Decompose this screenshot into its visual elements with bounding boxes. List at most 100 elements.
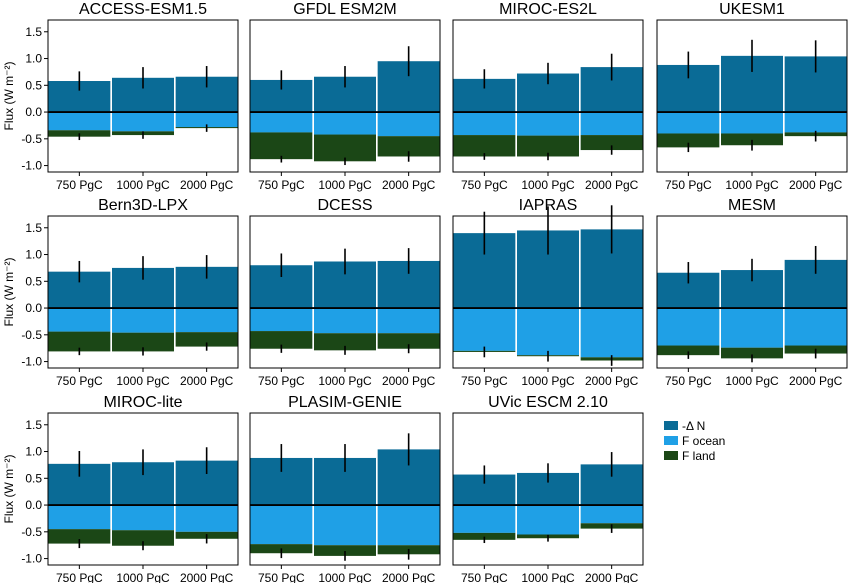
legend: -Δ N F ocean F land bbox=[664, 418, 725, 463]
y-axis-label-bern3d-lpx: Flux (W m⁻²) bbox=[2, 258, 16, 327]
legend-swatch-f-land bbox=[664, 451, 678, 460]
bar-f-ocean-ukesm1-1 bbox=[721, 112, 783, 134]
bar-f-ocean-dcess-1 bbox=[314, 308, 376, 334]
y-tick-label-miroc-lite-1: 1.0 bbox=[25, 445, 42, 459]
x-tick-label-iapras-1: 1000 PgC bbox=[521, 374, 575, 388]
bar-f-land-miroc-es2l-1 bbox=[517, 135, 579, 157]
legend-swatch-delta-n bbox=[664, 421, 678, 430]
y-tick-label-access-esm1-5-0: 1.5 bbox=[25, 25, 42, 39]
bar-f-ocean-gfdl-esm2m-2 bbox=[377, 112, 440, 137]
y-tick-label-bern3d-lpx-4: -0.5 bbox=[21, 328, 42, 342]
y-tick-label-access-esm1-5-2: 0.5 bbox=[25, 78, 42, 92]
bar-f-ocean-gfdl-esm2m-0 bbox=[250, 112, 313, 133]
bar-f-land-mesm-1 bbox=[721, 347, 783, 359]
legend-label-delta-n: -Δ N bbox=[682, 418, 706, 433]
x-tick-label-mesm-1: 1000 PgC bbox=[725, 374, 779, 388]
bar-f-land-gfdl-esm2m-2 bbox=[377, 136, 440, 157]
panel-title-ukesm1: UKESM1 bbox=[719, 1, 785, 18]
bar-f-land-bern3d-lpx-1 bbox=[112, 332, 174, 352]
panel-frame-bern3d-lpx bbox=[47, 215, 239, 369]
x-tick-label-miroc-es2l-0: 750 PgC bbox=[461, 178, 508, 192]
panel-frame-plasim-genie bbox=[249, 412, 441, 566]
x-tick-label-miroc-es2l-2: 2000 PgC bbox=[585, 178, 639, 192]
bar-f-land-plasim-genie-1 bbox=[314, 545, 376, 556]
bar-f-land-bern3d-lpx-0 bbox=[48, 331, 111, 352]
bar-f-ocean-miroc-lite-2 bbox=[175, 505, 238, 532]
bar-f-ocean-bern3d-lpx-0 bbox=[48, 308, 111, 332]
bar-f-land-miroc-es2l-2 bbox=[580, 135, 643, 151]
x-tick-label-bern3d-lpx-0: 750 PgC bbox=[56, 374, 103, 388]
bar-f-land-miroc-lite-0 bbox=[48, 529, 111, 544]
x-tick-label-uvic-escm-2-10-1: 1000 PgC bbox=[521, 571, 575, 583]
x-tick-label-miroc-lite-2: 2000 PgC bbox=[180, 571, 234, 583]
bar-f-ocean-bern3d-lpx-2 bbox=[175, 308, 238, 333]
x-tick-label-access-esm1-5-2: 2000 PgC bbox=[180, 178, 234, 192]
y-tick-label-miroc-lite-3: 0.0 bbox=[25, 498, 42, 512]
panel-frame-gfdl-esm2m bbox=[249, 19, 441, 173]
y-tick-label-miroc-lite-0: 1.5 bbox=[25, 418, 42, 432]
bar-f-land-dcess-1 bbox=[314, 333, 376, 351]
panel-frame-dcess bbox=[249, 215, 441, 369]
x-tick-label-gfdl-esm2m-0: 750 PgC bbox=[258, 178, 305, 192]
bar-f-ocean-miroc-es2l-0 bbox=[453, 112, 516, 136]
x-tick-label-access-esm1-5-1: 1000 PgC bbox=[116, 178, 170, 192]
x-tick-label-access-esm1-5-0: 750 PgC bbox=[56, 178, 103, 192]
bar-f-ocean-mesm-1 bbox=[721, 308, 783, 348]
bar-f-ocean-miroc-es2l-2 bbox=[580, 112, 643, 136]
bar-f-land-miroc-lite-1 bbox=[112, 530, 174, 546]
x-tick-label-miroc-lite-1: 1000 PgC bbox=[116, 571, 170, 583]
bar-f-ocean-bern3d-lpx-1 bbox=[112, 308, 174, 333]
bar-f-ocean-iapras-2 bbox=[580, 308, 643, 358]
bar-f-ocean-dcess-0 bbox=[250, 308, 313, 332]
bar-f-ocean-uvic-escm-2-10-1 bbox=[517, 505, 579, 535]
bar-f-land-ukesm1-0 bbox=[657, 133, 720, 148]
x-tick-label-plasim-genie-0: 750 PgC bbox=[258, 571, 305, 583]
x-tick-label-plasim-genie-1: 1000 PgC bbox=[318, 571, 372, 583]
bar-f-ocean-access-esm1-5-0 bbox=[48, 112, 111, 131]
bar-f-land-bern3d-lpx-2 bbox=[175, 332, 238, 347]
x-tick-label-dcess-1: 1000 PgC bbox=[318, 374, 372, 388]
panel-title-plasim-genie: PLASIM-GENIE bbox=[288, 394, 402, 411]
bar-f-ocean-plasim-genie-1 bbox=[314, 505, 376, 546]
bar-f-ocean-ukesm1-0 bbox=[657, 112, 720, 134]
x-tick-label-gfdl-esm2m-1: 1000 PgC bbox=[318, 178, 372, 192]
panel-frame-iapras bbox=[452, 215, 644, 369]
panel-frame-miroc-es2l bbox=[452, 19, 644, 173]
bar-f-ocean-gfdl-esm2m-1 bbox=[314, 112, 376, 135]
bar-f-ocean-dcess-2 bbox=[377, 308, 440, 334]
y-tick-label-bern3d-lpx-2: 0.5 bbox=[25, 274, 42, 288]
panel-frame-miroc-lite bbox=[47, 412, 239, 566]
x-tick-label-dcess-0: 750 PgC bbox=[258, 374, 305, 388]
panel-title-uvic-escm-2-10: UVic ESCM 2.10 bbox=[488, 394, 608, 411]
panel-title-dcess: DCESS bbox=[317, 197, 372, 214]
x-tick-label-uvic-escm-2-10-2: 2000 PgC bbox=[585, 571, 639, 583]
panel-frame-mesm bbox=[656, 215, 848, 369]
panel-title-miroc-lite: MIROC-lite bbox=[103, 394, 182, 411]
bar-f-ocean-plasim-genie-0 bbox=[250, 505, 313, 545]
panel-frame-access-esm1-5 bbox=[47, 19, 239, 173]
bar-f-ocean-access-esm1-5-1 bbox=[112, 112, 174, 132]
y-tick-label-bern3d-lpx-1: 1.0 bbox=[25, 248, 42, 262]
bar-f-ocean-miroc-es2l-1 bbox=[517, 112, 579, 136]
y-tick-label-miroc-lite-5: -1.0 bbox=[21, 552, 42, 566]
panel-title-access-esm1-5: ACCESS-ESM1.5 bbox=[79, 1, 207, 18]
bar-f-land-mesm-0 bbox=[657, 345, 720, 356]
panel-title-miroc-es2l: MIROC-ES2L bbox=[499, 1, 597, 18]
panel-title-mesm: MESM bbox=[728, 197, 776, 214]
bar-f-ocean-iapras-1 bbox=[517, 308, 579, 356]
x-tick-label-miroc-es2l-1: 1000 PgC bbox=[521, 178, 575, 192]
x-tick-label-ukesm1-1: 1000 PgC bbox=[725, 178, 779, 192]
bar-f-ocean-miroc-lite-0 bbox=[48, 505, 111, 530]
legend-item-f-land: F land bbox=[664, 448, 725, 463]
bar-f-land-dcess-2 bbox=[377, 333, 440, 349]
y-tick-label-bern3d-lpx-3: 0.0 bbox=[25, 301, 42, 315]
bar-f-ocean-iapras-0 bbox=[453, 308, 516, 351]
y-tick-label-access-esm1-5-1: 1.0 bbox=[25, 52, 42, 66]
bar-f-ocean-uvic-escm-2-10-2 bbox=[580, 505, 643, 524]
x-tick-label-ukesm1-0: 750 PgC bbox=[665, 178, 712, 192]
bar-f-land-gfdl-esm2m-1 bbox=[314, 134, 376, 162]
x-tick-label-miroc-lite-0: 750 PgC bbox=[56, 571, 103, 583]
y-axis-label-miroc-lite: Flux (W m⁻²) bbox=[2, 455, 16, 524]
legend-swatch-f-ocean bbox=[664, 436, 678, 445]
y-tick-label-miroc-lite-2: 0.5 bbox=[25, 471, 42, 485]
